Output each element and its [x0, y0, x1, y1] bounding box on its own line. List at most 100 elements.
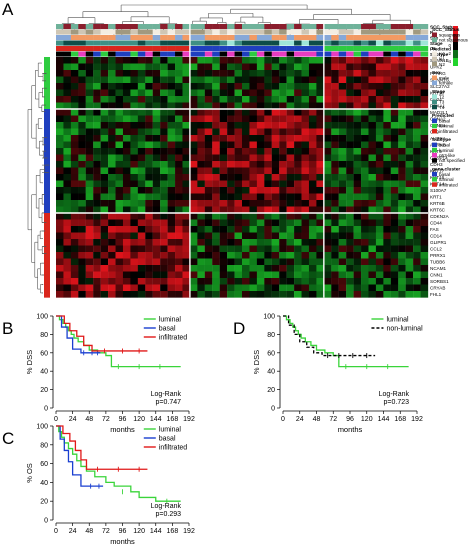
heatmap-cell — [271, 258, 280, 266]
heatmap-cell — [323, 96, 332, 103]
legend-swatch — [432, 153, 437, 158]
annotation-cell — [212, 24, 220, 30]
heatmap-cell — [271, 70, 280, 77]
annotation-cell — [137, 40, 146, 46]
heatmap-cell — [160, 83, 168, 90]
heatmap-cell — [338, 115, 347, 123]
heatmap-cell — [175, 115, 183, 123]
heatmap-cell — [130, 213, 138, 220]
heatmap-cell — [242, 265, 250, 272]
heatmap-cell — [308, 206, 317, 214]
heatmap-cell — [308, 63, 317, 71]
heatmap-cell — [390, 154, 399, 162]
annotation-cell — [294, 29, 302, 35]
heatmap-cell — [212, 167, 220, 175]
heatmap-cell — [331, 96, 339, 103]
heatmap-cell — [338, 180, 347, 188]
heatmap-cell — [56, 180, 64, 188]
heatmap-cell — [405, 83, 414, 90]
gene-cluster-marker — [44, 226, 50, 233]
heatmap-cell — [219, 135, 228, 142]
annotation-cell — [137, 51, 146, 57]
heatmap-cell — [413, 115, 421, 123]
gene-label: FAS — [430, 227, 439, 232]
heatmap-cell — [323, 252, 332, 259]
heatmap-cell — [294, 213, 302, 220]
annotation-cell — [279, 35, 287, 41]
heatmap-cell — [420, 115, 429, 123]
heatmap-cell — [219, 141, 228, 149]
heatmap-cell — [175, 76, 183, 84]
heatmap-cell — [420, 128, 429, 136]
heatmap-cell — [405, 63, 414, 71]
heatmap-cell — [145, 154, 153, 162]
heatmap-cell — [361, 219, 369, 227]
heatmap-cell — [227, 180, 235, 188]
heatmap-cell — [130, 76, 138, 84]
heatmap-cell — [413, 122, 421, 129]
heatmap-cell — [56, 96, 64, 103]
heatmap-cell — [301, 70, 310, 77]
heatmap-cell — [70, 83, 79, 90]
heatmap-cell — [204, 167, 213, 175]
heatmap-cell — [264, 167, 272, 175]
heatmap-cell — [108, 76, 116, 84]
heatmap-cell — [175, 128, 183, 136]
heatmap-cell — [122, 193, 131, 201]
heatmap-cell — [256, 83, 265, 90]
heatmap-cell — [308, 200, 317, 207]
heatmap-cell — [383, 180, 391, 188]
heatmap-cell — [100, 115, 109, 123]
heatmap-cell — [197, 115, 205, 123]
heatmap-cell — [56, 102, 64, 110]
heatmap-cell — [56, 174, 64, 181]
heatmap-cell — [219, 154, 228, 162]
heatmap-cell — [279, 245, 287, 253]
heatmap-cell — [175, 206, 183, 214]
heatmap-cell — [420, 63, 429, 71]
annotation-cell — [398, 29, 406, 35]
heatmap-cell — [308, 219, 317, 227]
heatmap-cell — [249, 148, 258, 155]
heatmap-cell — [234, 167, 243, 175]
heatmap-cell — [227, 271, 235, 279]
heatmap-cell — [264, 252, 272, 259]
heatmap-cell — [85, 271, 94, 279]
heatmap-cell — [420, 141, 429, 149]
heatmap-cell — [375, 122, 384, 129]
heatmap-cell — [398, 76, 406, 84]
annotation-cell — [294, 40, 302, 46]
annotation-cell — [204, 35, 213, 41]
heatmap-cell — [271, 187, 280, 194]
gene-label: KRT1 — [430, 195, 442, 200]
heatmap-cell — [182, 213, 191, 220]
heatmap-cell — [167, 213, 176, 220]
heatmap-cell — [316, 258, 324, 266]
heatmap-cell — [249, 258, 258, 266]
annotation-cell — [56, 51, 64, 57]
heatmap-cell — [189, 226, 198, 233]
x-tick-label: 72 — [329, 416, 337, 423]
annotation-cell — [63, 51, 72, 57]
heatmap-cell — [398, 232, 406, 240]
heatmap-cell — [197, 258, 205, 266]
heatmap-cell — [56, 70, 64, 77]
annotation-cell — [70, 51, 79, 57]
heatmap-cell — [108, 89, 116, 97]
annotation-cell — [346, 51, 354, 57]
heatmap-cell — [361, 252, 369, 259]
heatmap-cell — [234, 258, 243, 266]
heatmap-cell — [56, 154, 64, 162]
heatmap-cell — [264, 219, 272, 227]
heatmap-cell — [405, 128, 414, 136]
annotation-cell — [93, 35, 101, 41]
heatmap-cell — [405, 89, 414, 97]
heatmap-cell — [286, 252, 295, 259]
heatmap-cell — [108, 271, 116, 279]
legend-swatch — [432, 158, 437, 163]
heatmap-cell — [271, 167, 280, 175]
heatmap-cell — [56, 284, 64, 292]
heatmap-cell — [242, 57, 250, 64]
heatmap-cell — [294, 252, 302, 259]
heatmap-cell — [264, 115, 272, 123]
